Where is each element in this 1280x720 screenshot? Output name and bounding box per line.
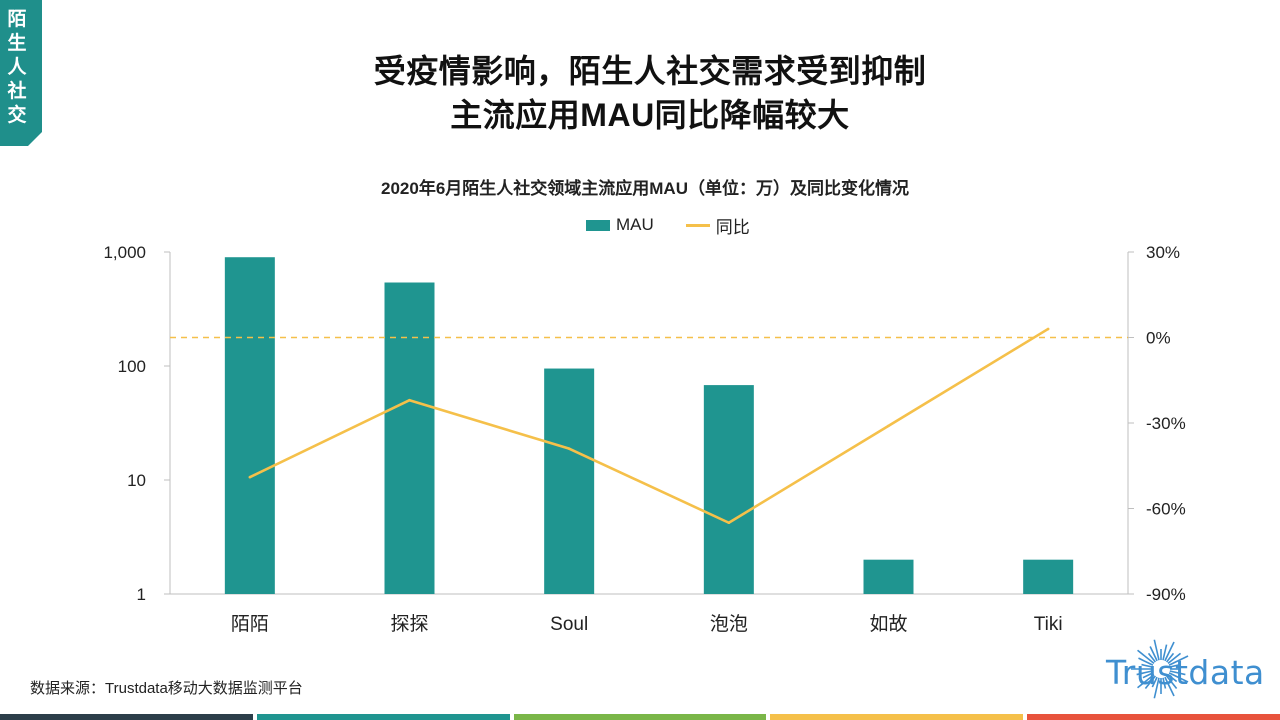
trustdata-logo-icon (1131, 639, 1189, 699)
bottom-color-bars (0, 714, 1280, 720)
left-tick-label: 1 (137, 585, 146, 604)
page-title-line1: 受疫情影响，陌生人社交需求受到抑制 (373, 53, 927, 89)
logo-ray (1141, 663, 1153, 668)
legend-yoy-label: 同比 (715, 217, 750, 237)
logo-ray (1151, 676, 1158, 688)
logo-ray (1138, 657, 1154, 666)
logo-ray (1162, 644, 1168, 661)
logo-ray (1137, 673, 1155, 689)
yoy-point (567, 447, 571, 450)
legend-bar-swatch (586, 219, 610, 231)
logo-ray (1165, 652, 1175, 663)
x-tick-label: Tiki (1034, 614, 1063, 635)
logo-ray (1147, 652, 1157, 663)
x-tick-label: 如故 (869, 613, 907, 635)
logo-ray (1164, 641, 1175, 662)
logo-ray (1169, 663, 1181, 668)
section-tab-label: 陌生人社交 (0, 8, 34, 128)
logo-ray (1153, 677, 1160, 699)
logo-ray (1149, 646, 1158, 662)
bottom-color-bar (513, 714, 767, 720)
logo-ray (1136, 670, 1153, 676)
yoy-point (1046, 327, 1050, 331)
bottom-color-bar (770, 714, 1024, 720)
section-tab: 陌生人社交 (0, 0, 42, 146)
trustdata-logo-text: Trustdata (1106, 653, 1265, 692)
logo-ray (1169, 670, 1186, 676)
page-title-line2: 主流应用MAU同比降幅较大 (450, 97, 850, 133)
yoy-point (887, 424, 890, 428)
logo-ray (1137, 649, 1155, 665)
bottom-color-bar (0, 714, 253, 720)
legend-line-swatch (685, 223, 710, 227)
section-tab-char: 社 (7, 81, 27, 102)
x-tick-label: 陌陌 (231, 613, 269, 635)
yoy-point (248, 475, 252, 479)
logo-ray (1167, 652, 1182, 665)
right-tick-label: 30% (1146, 243, 1180, 262)
logo-ray (1162, 677, 1167, 689)
logo-ray (1153, 639, 1160, 661)
right-tick-label: -60% (1146, 500, 1186, 519)
right-tick-label: -30% (1146, 414, 1186, 433)
logo-ray (1142, 672, 1154, 679)
right-tick-label: 0% (1146, 329, 1171, 348)
section-tab-char: 生 (7, 33, 27, 54)
yoy-point (727, 521, 731, 525)
legend-mau-label: MAU (616, 215, 654, 234)
chart-legend: MAU 同比 (586, 214, 750, 237)
bottom-color-bar (256, 714, 510, 720)
left-tick-label: 100 (118, 357, 146, 376)
section-tab-char: 交 (7, 105, 27, 126)
yoy-line (249, 327, 1049, 525)
logo-ray (1168, 672, 1189, 683)
logo-ray (1167, 673, 1178, 683)
mau-bar (544, 368, 595, 594)
logo-ray (1168, 655, 1189, 666)
x-tick-label: Soul (550, 614, 588, 635)
bottom-color-bar (1027, 714, 1280, 720)
mau-bar (224, 257, 275, 594)
mau-bar (863, 559, 914, 594)
x-tick-label: 探探 (390, 613, 428, 635)
chart-title: 2020年6月陌生人社交领域主流应用MAU（单位：万）及同比变化情况 (381, 179, 909, 198)
mau-bar (703, 385, 754, 594)
left-tick-label: 1,000 (103, 243, 146, 262)
logo-ray (1144, 675, 1157, 690)
yoy-point (408, 398, 411, 402)
mau-bar (1023, 559, 1074, 594)
logo-ray (1164, 676, 1175, 697)
data-source: 数据来源：Trustdata移动大数据监测平台 (30, 680, 303, 697)
section-tab-char: 陌 (7, 9, 27, 30)
section-tab-char: 人 (7, 57, 27, 78)
mau-bar (384, 282, 435, 594)
left-tick-label: 10 (127, 471, 146, 490)
right-tick-label: -90% (1146, 585, 1186, 604)
logo-ray (1165, 675, 1178, 690)
x-tick-label: 泡泡 (710, 613, 748, 635)
